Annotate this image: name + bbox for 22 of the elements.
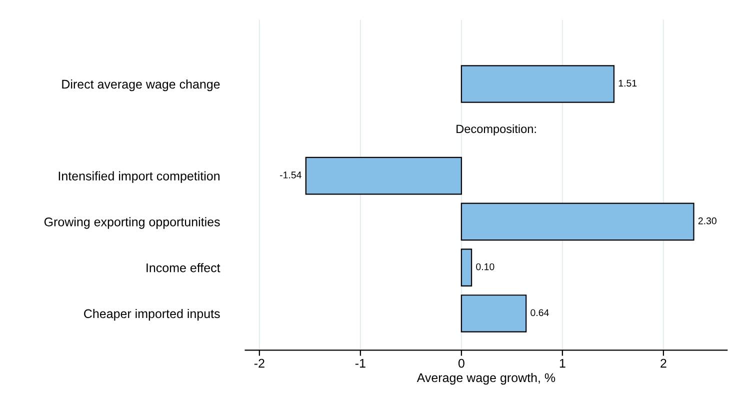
x-tick-label: -2 [254, 358, 264, 368]
bar [305, 156, 462, 195]
x-tick-label: 0 [458, 358, 464, 368]
data-label: 2.30 [698, 217, 716, 224]
x-tick-label: 2 [660, 358, 666, 368]
y-tick-label: Intensified import competition [58, 171, 220, 183]
y-tick-label: Growing exporting opportunities [44, 217, 220, 229]
y-tick-label: Direct average wage change [62, 79, 220, 92]
bar [460, 248, 472, 287]
data-label: -1.54 [280, 172, 302, 178]
bar [460, 294, 527, 332]
annotation: Decomposition: [456, 124, 536, 136]
x-axis-title: Average wage growth, % [416, 372, 556, 385]
x-tick-label: 1 [560, 359, 566, 368]
bar [460, 202, 694, 241]
x-tick-label: -1 [355, 359, 366, 368]
y-tick-label: Cheaper imported inputs [84, 308, 220, 321]
data-label: 0.64 [530, 309, 549, 316]
y-tick-label: Income effect [146, 263, 220, 272]
data-label: 1.51 [618, 80, 637, 87]
data-label: 0.10 [476, 263, 494, 270]
bar [460, 65, 615, 103]
